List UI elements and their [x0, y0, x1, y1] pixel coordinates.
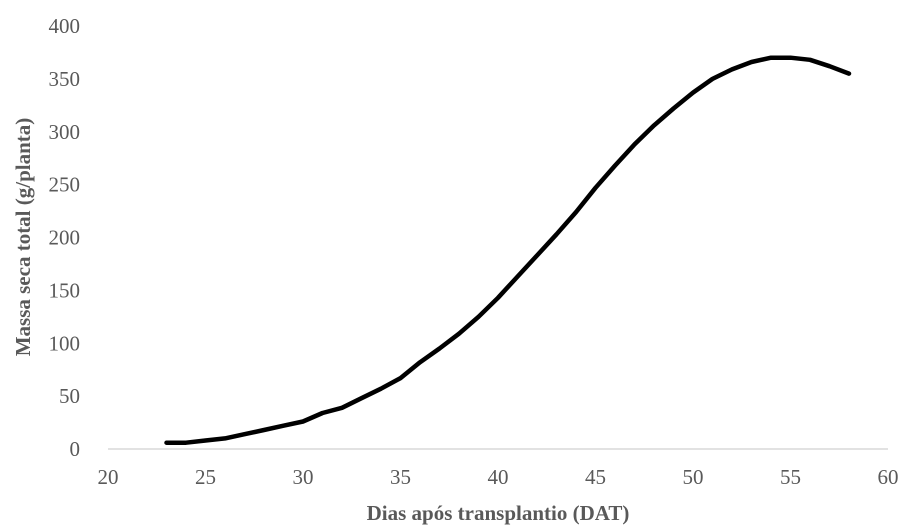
x-tick-label: 45: [585, 465, 606, 489]
x-tick-label: 20: [98, 465, 119, 489]
y-tick-label: 250: [49, 173, 81, 197]
y-tick-label: 0: [70, 437, 81, 461]
y-tick-label: 300: [49, 120, 81, 144]
y-tick-label: 100: [49, 331, 81, 355]
y-axis-tick-labels: 0 50 100 150 200 250 300 350 400: [49, 14, 81, 461]
y-tick-label: 400: [49, 14, 81, 38]
y-tick-label: 350: [49, 67, 81, 91]
x-tick-label: 35: [390, 465, 411, 489]
y-axis-title: Massa seca total (g/planta): [11, 118, 35, 357]
x-tick-label: 50: [683, 465, 704, 489]
x-tick-label: 25: [195, 465, 216, 489]
x-tick-label: 30: [293, 465, 314, 489]
y-tick-label: 200: [49, 226, 81, 250]
y-tick-label: 150: [49, 278, 81, 302]
series-layer: [164, 55, 852, 445]
x-axis-tick-labels: 20 25 30 35 40 45 50 55 60: [98, 465, 899, 489]
x-tick-label: 40: [488, 465, 509, 489]
x-tick-label: 55: [780, 465, 801, 489]
series-line: [164, 55, 852, 445]
y-tick-label: 50: [59, 384, 80, 408]
x-tick-label: 60: [878, 465, 899, 489]
x-axis-title: Dias após transplantio (DAT): [367, 501, 630, 525]
